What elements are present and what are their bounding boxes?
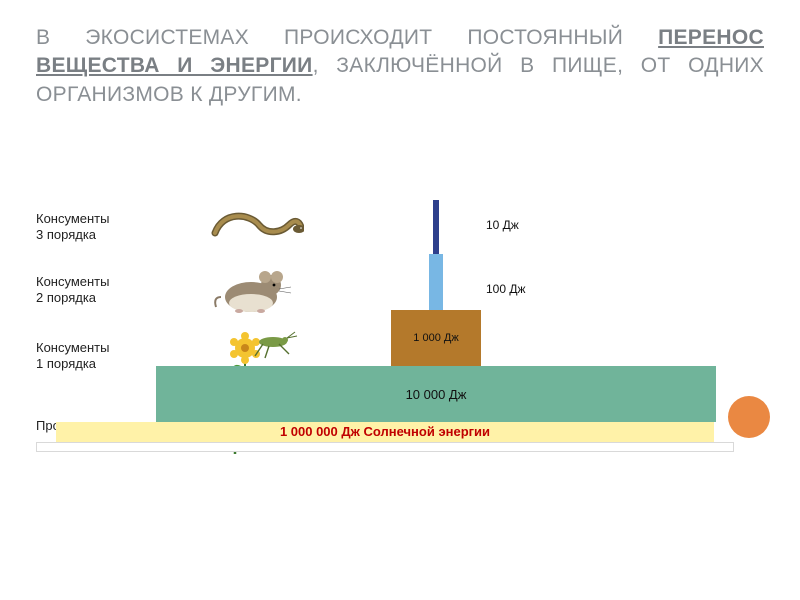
c3-line2: 3 порядка — [36, 227, 96, 242]
c1-line2: 1 порядка — [36, 356, 96, 371]
energy-label-c3: 10 Дж — [486, 218, 519, 232]
row-consumers-3: Консументы 3 порядка — [36, 200, 764, 254]
bar-producers: 10 000 Дж — [156, 366, 716, 422]
snake-icon — [196, 203, 316, 251]
energy-label-p: 10 000 Дж — [406, 387, 467, 402]
level-label-c2: Консументы 2 порядка — [36, 274, 196, 307]
accent-arc-icon — [728, 396, 770, 438]
sun-strip: 1 000 000 Дж Солнечной энергии — [56, 422, 714, 442]
title-block: В ЭКОСИСТЕМАХ ПРОИСХОДИТ ПОСТОЯННЫЙ ПЕРЕ… — [36, 24, 764, 109]
energy-label-c2: 100 Дж — [486, 282, 526, 296]
c2-line2: 2 порядка — [36, 290, 96, 305]
bar-c2 — [429, 254, 443, 310]
slide: В ЭКОСИСТЕМАХ ПРОИСХОДИТ ПОСТОЯННЫЙ ПЕРЕ… — [0, 0, 800, 600]
c2-line1: Консументы — [36, 274, 109, 289]
title-pre: В ЭКОСИСТЕМАХ ПРОИСХОДИТ ПОСТОЯННЫЙ — [36, 26, 658, 49]
level-label-c3: Консументы 3 порядка — [36, 211, 196, 244]
mouse-icon — [196, 263, 316, 317]
baseline-strip — [36, 442, 734, 452]
sun-strip-label: 1 000 000 Дж Солнечной энергии — [280, 424, 490, 439]
bar-c3 — [433, 200, 439, 254]
bar-c1: 1 000 Дж — [391, 310, 481, 366]
c3-line1: Консументы — [36, 211, 109, 226]
title-text: В ЭКОСИСТЕМАХ ПРОИСХОДИТ ПОСТОЯННЫЙ ПЕРЕ… — [36, 24, 764, 109]
energy-pyramid-diagram: Консументы 3 порядка 10 Дж Консументы 2 … — [36, 200, 764, 576]
c1-line1: Консументы — [36, 340, 109, 355]
energy-label-c1: 1 000 Дж — [413, 332, 458, 344]
